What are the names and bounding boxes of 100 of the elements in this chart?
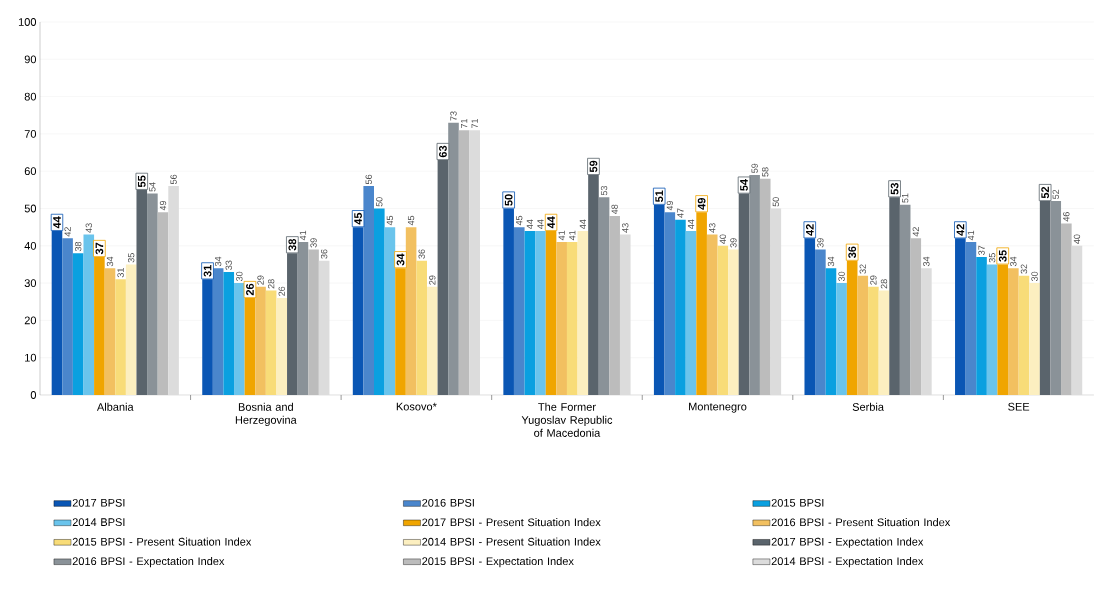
- data-label: 35: [988, 253, 996, 263]
- x-tick-label: The Former Yugoslav Republic of Macedonia: [521, 402, 613, 437]
- data-label: 28: [267, 279, 275, 289]
- data-label: 37: [978, 245, 985, 255]
- bar: [566, 242, 578, 395]
- data-label: 29: [870, 275, 877, 285]
- bar: [675, 219, 686, 395]
- bar: [83, 234, 95, 395]
- data-label: 42: [805, 224, 814, 236]
- bar: [469, 130, 480, 395]
- y-tick-label: 50: [24, 204, 37, 213]
- y-tick-label: 30: [24, 279, 37, 287]
- y-tick-label: 70: [24, 130, 37, 138]
- bar: [910, 238, 922, 395]
- data-label: 49: [697, 198, 706, 210]
- bar: [1050, 201, 1062, 395]
- data-label: 55: [137, 175, 146, 188]
- legend-label: 2015 BPSI - Present Situation Index: [72, 537, 252, 546]
- bar: [759, 178, 771, 395]
- bar: [857, 275, 869, 395]
- data-label: 44: [53, 216, 61, 229]
- data-label: 54: [149, 182, 156, 192]
- y-tick-label: 10: [25, 353, 37, 362]
- bar: [706, 234, 718, 395]
- legend-label: 2016 BPSI: [422, 498, 474, 507]
- bar: [416, 260, 427, 395]
- data-label: 43: [622, 223, 629, 233]
- bar: [115, 279, 126, 395]
- y-tick-label: 40: [24, 241, 37, 250]
- data-label: 36: [418, 249, 425, 259]
- data-label: 49: [666, 200, 674, 211]
- data-label: 44: [547, 216, 555, 229]
- bar: [976, 256, 987, 395]
- data-label: 32: [859, 264, 866, 274]
- data-label: 34: [106, 256, 114, 267]
- data-label: 38: [288, 238, 297, 251]
- bar: [1018, 275, 1030, 395]
- bar: [825, 268, 837, 395]
- bar: [1029, 283, 1040, 395]
- legend-label: 2015 BPSI - Expectation Index: [422, 557, 574, 568]
- data-label: 43: [709, 223, 716, 233]
- y-tick-label: 80: [24, 92, 37, 101]
- data-label: 26: [246, 283, 254, 296]
- x-tick-label: Serbia: [852, 402, 884, 411]
- bar: [815, 249, 826, 395]
- bar: [965, 242, 977, 395]
- data-label: 39: [730, 238, 737, 248]
- bar: [728, 249, 739, 395]
- bar: [921, 268, 932, 395]
- bar: [384, 227, 396, 395]
- legend-label: 2016 BPSI - Present Situation Index: [771, 518, 951, 527]
- data-label: 71: [461, 118, 468, 129]
- data-label: 33: [225, 260, 232, 270]
- bar: [609, 215, 620, 395]
- legend-label: 2014 BPSI - Present Situation Index: [422, 537, 601, 546]
- data-label: 45: [354, 212, 362, 225]
- legend-label: 2017 BPSI - Present Situation Index: [422, 518, 601, 527]
- data-label: 59: [589, 160, 598, 173]
- bar: [234, 283, 245, 395]
- data-label: 54: [740, 179, 748, 191]
- data-label: 36: [848, 246, 857, 259]
- bar: [62, 238, 73, 395]
- bar: [749, 174, 760, 395]
- bar: [524, 230, 536, 395]
- data-label: 29: [429, 275, 436, 285]
- data-label: 34: [827, 256, 835, 267]
- data-label: 39: [310, 238, 317, 248]
- bar: [147, 193, 158, 395]
- bar: [265, 290, 277, 395]
- data-label: 53: [600, 186, 608, 196]
- data-label: 71: [471, 118, 478, 129]
- bar: [405, 227, 417, 395]
- bar: [427, 286, 438, 395]
- data-label: 45: [516, 215, 523, 226]
- data-label: 52: [1052, 189, 1059, 199]
- data-label: 41: [569, 230, 576, 241]
- data-label: 42: [64, 227, 71, 237]
- data-label: 56: [365, 174, 372, 185]
- bar: [836, 283, 847, 395]
- bar: [535, 230, 546, 395]
- bar: [297, 242, 309, 395]
- bar: [458, 130, 470, 395]
- data-label: 46: [1063, 212, 1070, 222]
- data-label: 41: [558, 230, 565, 241]
- data-label: 50: [772, 197, 780, 207]
- data-label: 73: [450, 111, 457, 121]
- data-label: 40: [1073, 234, 1081, 244]
- data-label: 36: [320, 249, 328, 259]
- data-label: 31: [203, 265, 212, 277]
- legend-label: 2017 BPSI - Expectation Index: [771, 537, 924, 548]
- data-label: 26: [278, 286, 285, 296]
- data-label: 34: [396, 253, 405, 266]
- bar: [598, 197, 610, 395]
- data-label: 50: [376, 197, 383, 207]
- data-label: 41: [299, 230, 307, 241]
- data-label: 34: [214, 256, 222, 267]
- bar: [664, 212, 676, 395]
- data-label: 44: [537, 219, 544, 229]
- data-label: 28: [880, 279, 888, 289]
- data-label: 32: [1020, 264, 1028, 274]
